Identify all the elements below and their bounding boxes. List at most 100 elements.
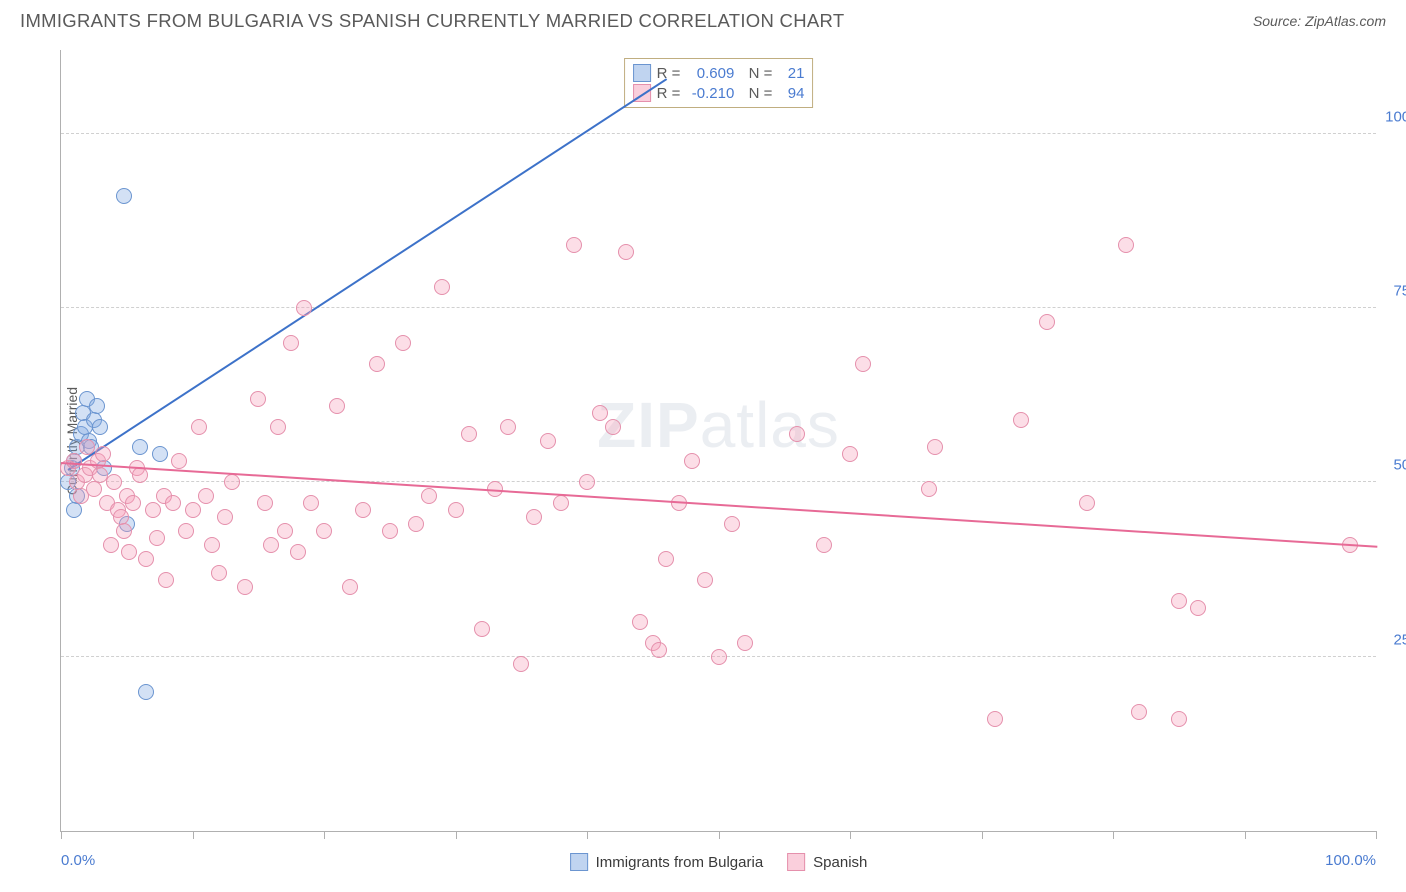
data-point-spanish: [513, 656, 529, 672]
data-point-spanish: [178, 523, 194, 539]
data-point-spanish: [204, 537, 220, 553]
x-tick: [1245, 831, 1246, 839]
data-point-spanish: [290, 544, 306, 560]
data-point-bulgaria: [116, 188, 132, 204]
data-point-spanish: [277, 523, 293, 539]
source-prefix: Source:: [1253, 13, 1305, 29]
n-value-spanish: 94: [778, 85, 804, 102]
data-point-spanish: [103, 537, 119, 553]
watermark-light: atlas: [700, 389, 840, 461]
data-point-spanish: [106, 474, 122, 490]
data-point-spanish: [296, 300, 312, 316]
data-point-spanish: [1190, 600, 1206, 616]
data-point-spanish: [329, 398, 345, 414]
data-point-spanish: [369, 356, 385, 372]
data-point-spanish: [303, 495, 319, 511]
data-point-spanish: [191, 419, 207, 435]
y-tick-label: 25.0%: [1381, 631, 1406, 648]
data-point-spanish: [566, 237, 582, 253]
x-tick: [982, 831, 983, 839]
swatch-bulgaria: [633, 64, 651, 82]
x-tick: [587, 831, 588, 839]
data-point-spanish: [1118, 237, 1134, 253]
data-point-spanish: [658, 551, 674, 567]
n-label: N =: [740, 85, 772, 102]
data-point-spanish: [526, 509, 542, 525]
data-point-spanish: [855, 356, 871, 372]
legend-item-spanish: Spanish: [787, 853, 867, 871]
data-point-spanish: [138, 551, 154, 567]
data-point-spanish: [651, 642, 667, 658]
x-tick: [61, 831, 62, 839]
x-tick: [1376, 831, 1377, 839]
legend-label: Spanish: [813, 854, 867, 871]
r-value-spanish: -0.210: [686, 85, 734, 102]
swatch-icon: [570, 853, 588, 871]
data-point-spanish: [632, 614, 648, 630]
data-point-spanish: [1013, 412, 1029, 428]
x-tick: [193, 831, 194, 839]
data-point-spanish: [461, 426, 477, 442]
stats-row-spanish: R = -0.210 N = 94: [633, 83, 805, 103]
data-point-spanish: [145, 502, 161, 518]
data-point-spanish: [355, 502, 371, 518]
data-point-spanish: [1171, 711, 1187, 727]
n-label: N =: [740, 65, 772, 82]
x-tick: [324, 831, 325, 839]
data-point-spanish: [408, 516, 424, 532]
data-point-spanish: [737, 635, 753, 651]
data-point-spanish: [270, 419, 286, 435]
data-point-bulgaria: [66, 502, 82, 518]
series-legend: Immigrants from Bulgaria Spanish: [570, 853, 868, 871]
r-label: R =: [657, 85, 681, 102]
data-point-spanish: [149, 530, 165, 546]
x-tick: [850, 831, 851, 839]
x-tick-max: 100.0%: [1325, 852, 1376, 869]
data-point-spanish: [198, 488, 214, 504]
data-point-bulgaria: [92, 419, 108, 435]
data-point-spanish: [434, 279, 450, 295]
data-point-spanish: [250, 391, 266, 407]
data-point-spanish: [684, 453, 700, 469]
data-point-spanish: [116, 523, 132, 539]
data-point-spanish: [789, 426, 805, 442]
legend-item-bulgaria: Immigrants from Bulgaria: [570, 853, 764, 871]
data-point-spanish: [421, 488, 437, 504]
watermark: ZIPatlas: [597, 388, 840, 462]
data-point-spanish: [579, 474, 595, 490]
gridline: [61, 133, 1376, 134]
data-point-spanish: [132, 467, 148, 483]
r-value-bulgaria: 0.609: [686, 65, 734, 82]
data-point-spanish: [382, 523, 398, 539]
data-point-spanish: [500, 419, 516, 435]
r-label: R =: [657, 65, 681, 82]
x-tick-min: 0.0%: [61, 852, 95, 869]
legend-label: Immigrants from Bulgaria: [596, 854, 764, 871]
x-tick: [719, 831, 720, 839]
gridline: [61, 481, 1376, 482]
data-point-spanish: [1039, 314, 1055, 330]
data-point-spanish: [79, 439, 95, 455]
stats-legend: R = 0.609 N = 21 R = -0.210 N = 94: [624, 58, 814, 108]
trend-line-bulgaria: [67, 78, 667, 471]
data-point-spanish: [257, 495, 273, 511]
data-point-spanish: [95, 446, 111, 462]
data-point-spanish: [474, 621, 490, 637]
x-tick: [456, 831, 457, 839]
data-point-spanish: [316, 523, 332, 539]
data-point-spanish: [605, 419, 621, 435]
data-point-bulgaria: [89, 398, 105, 414]
data-point-spanish: [86, 481, 102, 497]
data-point-spanish: [987, 711, 1003, 727]
data-point-spanish: [697, 572, 713, 588]
data-point-spanish: [263, 537, 279, 553]
data-point-spanish: [121, 544, 137, 560]
data-point-bulgaria: [138, 684, 154, 700]
data-point-spanish: [1131, 704, 1147, 720]
data-point-spanish: [921, 481, 937, 497]
chart-container: Currently Married ZIPatlas R = 0.609 N =…: [50, 50, 1386, 832]
y-tick-label: 50.0%: [1381, 457, 1406, 474]
data-point-spanish: [171, 453, 187, 469]
stats-row-bulgaria: R = 0.609 N = 21: [633, 63, 805, 83]
data-point-spanish: [165, 495, 181, 511]
